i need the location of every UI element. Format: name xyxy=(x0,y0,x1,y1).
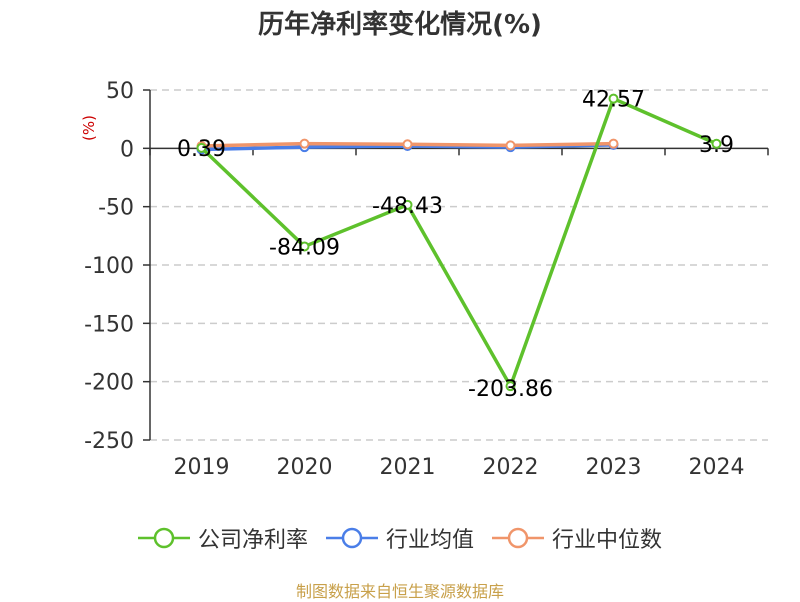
source-note: 制图数据来自恒生聚源数据库 xyxy=(295,582,504,601)
series-layer xyxy=(196,93,722,392)
y-tick-label: 0 xyxy=(120,137,134,162)
data-point xyxy=(402,199,413,210)
grid-lines xyxy=(150,89,768,441)
legend-label: 公司净利率 xyxy=(197,528,308,553)
data-label: -84.09 xyxy=(269,235,340,260)
legend-item: 行业中位数 xyxy=(492,522,662,554)
data-point xyxy=(608,138,619,149)
data-point xyxy=(608,93,619,104)
y-tick-label: -100 xyxy=(84,254,134,279)
legend-line-icon xyxy=(325,527,378,549)
y-tick-label: 50 xyxy=(106,79,134,104)
y-axis-label: (%) xyxy=(80,115,98,141)
data-point xyxy=(402,139,413,150)
data-label: 0.39 xyxy=(177,137,226,162)
axes: 50 0 -50 -100 -150 -200 -250 2019 2020 2021 2022 20… xyxy=(80,79,769,480)
data-labels: 0.39 -84.09 -48.43 -203.86 42.57 3.9 xyxy=(177,88,734,403)
y-tick-label: -200 xyxy=(84,371,134,396)
data-label: 3.9 xyxy=(699,133,734,158)
x-tick-label: 2021 xyxy=(380,455,436,480)
y-tick-label: -50 xyxy=(98,196,134,221)
legend-item: 公司净利率 xyxy=(137,522,308,554)
x-tick-label: 2022 xyxy=(483,455,539,480)
data-point xyxy=(505,381,516,392)
data-point xyxy=(299,241,310,252)
x-tick-label: 2024 xyxy=(689,455,745,480)
y-tick-label: -250 xyxy=(84,429,134,454)
legend-label: 行业中位数 xyxy=(552,528,663,553)
data-label: 42.57 xyxy=(582,88,645,113)
data-point xyxy=(299,138,310,149)
legend-line-icon xyxy=(137,527,190,549)
x-tick-label: 2023 xyxy=(586,455,642,480)
data-label: -203.86 xyxy=(468,377,553,402)
x-tick-label: 2020 xyxy=(277,455,333,480)
x-tick-label: 2019 xyxy=(174,455,230,480)
y-tick-label: -150 xyxy=(84,312,134,337)
legend: 公司净利率 行业均值 行业中位数 xyxy=(0,522,800,554)
legend-line-icon xyxy=(492,527,544,549)
data-point xyxy=(196,142,207,153)
chart-title: 历年净利率变化情况(%) xyxy=(258,10,542,40)
data-point xyxy=(505,140,516,151)
legend-label: 行业均值 xyxy=(385,528,474,553)
data-point xyxy=(711,138,722,149)
series-line xyxy=(200,96,718,388)
data-label: -48.43 xyxy=(372,194,443,219)
legend-item: 行业均值 xyxy=(325,522,474,554)
